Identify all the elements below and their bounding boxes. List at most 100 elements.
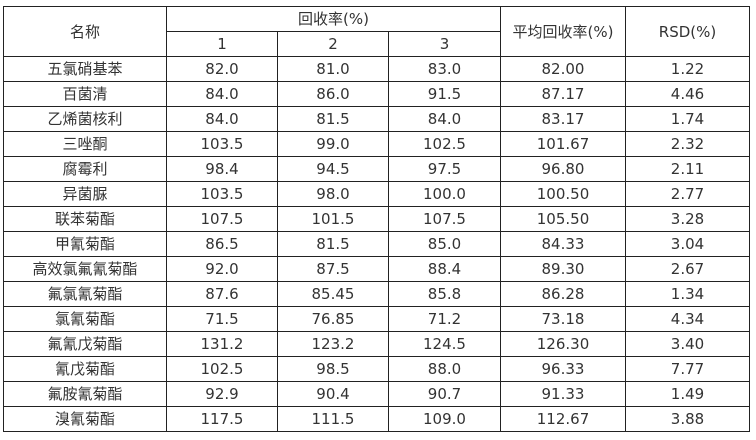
rep-2-cell: 98.0: [277, 181, 389, 207]
mean-cell: 84.33: [500, 231, 626, 257]
table-row: 五氯硝基苯 82.0 81.0 83.0 82.00 1.22: [3, 56, 750, 82]
rep-3-cell: 109.0: [388, 406, 501, 432]
rep-1-cell: 102.5: [166, 356, 278, 382]
rep-2-cell: 99.0: [277, 131, 389, 157]
name-cell: 溴氰菊酯: [3, 406, 167, 432]
mean-cell: 101.67: [500, 131, 626, 157]
name-cell: 联苯菊酯: [3, 206, 167, 232]
rsd-cell: 1.22: [625, 56, 750, 82]
rsd-cell: 7.77: [625, 356, 750, 382]
name-cell: 乙烯菌核利: [3, 106, 167, 132]
mean-cell: 86.28: [500, 281, 626, 307]
table-row: 氟胺氰菊酯 92.9 90.4 90.7 91.33 1.49: [3, 381, 750, 407]
rep-2-cell: 87.5: [277, 256, 389, 282]
rep-1-cell: 82.0: [166, 56, 278, 82]
mean-cell: 91.33: [500, 381, 626, 407]
mean-cell: 112.67: [500, 406, 626, 432]
mean-cell: 73.18: [500, 306, 626, 332]
header-mean: 平均回收率(%): [500, 6, 626, 57]
table-row: 腐霉利 98.4 94.5 97.5 96.80 2.11: [3, 156, 750, 182]
mean-cell: 100.50: [500, 181, 626, 207]
rep-1-cell: 92.0: [166, 256, 278, 282]
mean-cell: 83.17: [500, 106, 626, 132]
header-rep-1: 1: [166, 31, 278, 57]
rep-3-cell: 97.5: [388, 156, 501, 182]
name-cell: 氟氰戊菊酯: [3, 331, 167, 357]
table-row: 氟氰戊菊酯 131.2 123.2 124.5 126.30 3.40: [3, 331, 750, 357]
table-row: 氯氰菊酯 71.5 76.85 71.2 73.18 4.34: [3, 306, 750, 332]
rep-1-cell: 131.2: [166, 331, 278, 357]
rep-2-cell: 123.2: [277, 331, 389, 357]
table-row: 氰戊菊酯 102.5 98.5 88.0 96.33 7.77: [3, 356, 750, 382]
rep-3-cell: 107.5: [388, 206, 501, 232]
rep-1-cell: 87.6: [166, 281, 278, 307]
rep-3-cell: 88.0: [388, 356, 501, 382]
table-row: 联苯菊酯 107.5 101.5 107.5 105.50 3.28: [3, 206, 750, 232]
mean-cell: 96.80: [500, 156, 626, 182]
mean-cell: 105.50: [500, 206, 626, 232]
rep-3-cell: 85.8: [388, 281, 501, 307]
table-row: 百菌清 84.0 86.0 91.5 87.17 4.46: [3, 81, 750, 107]
rep-2-cell: 85.45: [277, 281, 389, 307]
header-rsd: RSD(%): [625, 6, 750, 57]
name-cell: 氟氯氰菊酯: [3, 281, 167, 307]
rep-3-cell: 100.0: [388, 181, 501, 207]
rsd-cell: 1.74: [625, 106, 750, 132]
rep-3-cell: 84.0: [388, 106, 501, 132]
rep-2-cell: 90.4: [277, 381, 389, 407]
rsd-cell: 1.49: [625, 381, 750, 407]
rep-2-cell: 101.5: [277, 206, 389, 232]
rsd-cell: 3.40: [625, 331, 750, 357]
header-rep-2: 2: [277, 31, 389, 57]
rep-2-cell: 81.0: [277, 56, 389, 82]
rep-3-cell: 124.5: [388, 331, 501, 357]
name-cell: 三唑酮: [3, 131, 167, 157]
name-cell: 氰戊菊酯: [3, 356, 167, 382]
rep-1-cell: 103.5: [166, 131, 278, 157]
name-cell: 百菌清: [3, 81, 167, 107]
name-cell: 腐霉利: [3, 156, 167, 182]
rep-2-cell: 81.5: [277, 231, 389, 257]
mean-cell: 82.00: [500, 56, 626, 82]
rsd-cell: 4.34: [625, 306, 750, 332]
rsd-cell: 2.67: [625, 256, 750, 282]
mean-cell: 96.33: [500, 356, 626, 382]
rsd-cell: 2.77: [625, 181, 750, 207]
table-row: 溴氰菊酯 117.5 111.5 109.0 112.67 3.88: [3, 406, 750, 432]
rsd-cell: 3.88: [625, 406, 750, 432]
rep-3-cell: 85.0: [388, 231, 501, 257]
rsd-cell: 2.32: [625, 131, 750, 157]
rsd-cell: 3.28: [625, 206, 750, 232]
rsd-cell: 4.46: [625, 81, 750, 107]
name-cell: 五氯硝基苯: [3, 56, 167, 82]
recovery-table: 名称 回收率(%) 平均回收率(%) RSD(%) 1 2 3 五氯硝基苯 82.…: [3, 6, 750, 432]
rsd-cell: 2.11: [625, 156, 750, 182]
table-row: 异菌脲 103.5 98.0 100.0 100.50 2.77: [3, 181, 750, 207]
table-row: 三唑酮 103.5 99.0 102.5 101.67 2.32: [3, 131, 750, 157]
rep-3-cell: 90.7: [388, 381, 501, 407]
rep-1-cell: 71.5: [166, 306, 278, 332]
rep-2-cell: 76.85: [277, 306, 389, 332]
table-row: 乙烯菌核利 84.0 81.5 84.0 83.17 1.74: [3, 106, 750, 132]
rep-1-cell: 84.0: [166, 81, 278, 107]
rep-1-cell: 86.5: [166, 231, 278, 257]
rep-2-cell: 81.5: [277, 106, 389, 132]
table-row: 高效氯氟氰菊酯 92.0 87.5 88.4 89.30 2.67: [3, 256, 750, 282]
name-cell: 氯氰菊酯: [3, 306, 167, 332]
rep-2-cell: 86.0: [277, 81, 389, 107]
rep-3-cell: 91.5: [388, 81, 501, 107]
rep-2-cell: 111.5: [277, 406, 389, 432]
rep-1-cell: 107.5: [166, 206, 278, 232]
rep-1-cell: 103.5: [166, 181, 278, 207]
name-cell: 氟胺氰菊酯: [3, 381, 167, 407]
rsd-cell: 1.34: [625, 281, 750, 307]
rep-1-cell: 98.4: [166, 156, 278, 182]
rep-3-cell: 88.4: [388, 256, 501, 282]
rsd-cell: 3.04: [625, 231, 750, 257]
rep-3-cell: 102.5: [388, 131, 501, 157]
name-cell: 异菌脲: [3, 181, 167, 207]
name-cell: 高效氯氟氰菊酯: [3, 256, 167, 282]
header-rep-3: 3: [388, 31, 501, 57]
mean-cell: 87.17: [500, 81, 626, 107]
header-recovery: 回收率(%): [166, 6, 501, 32]
